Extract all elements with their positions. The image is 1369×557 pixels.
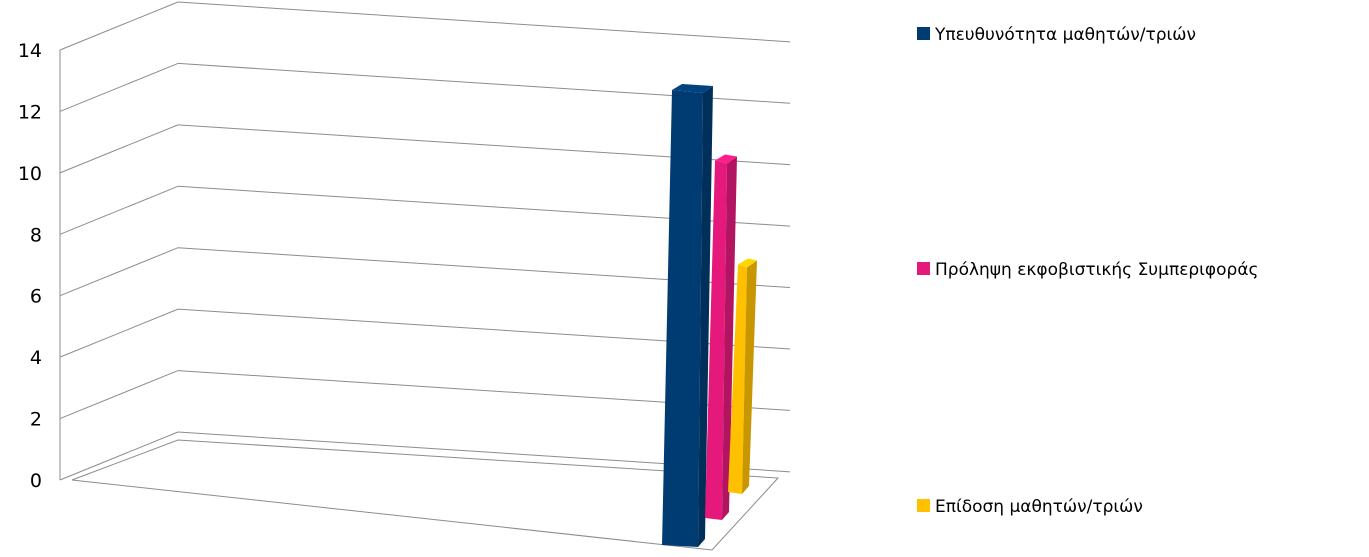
- legend-item: Υπευθυνότητα μαθητών/τριών: [917, 25, 1196, 45]
- bar-front: [662, 90, 703, 547]
- legend-swatch: [917, 262, 930, 275]
- bar-front: [705, 160, 727, 520]
- bar-top: [738, 258, 757, 268]
- bar-side: [698, 86, 713, 547]
- y-axis: 0 2 4 6 8 10 12 14: [18, 40, 61, 492]
- y-tick-label: 4: [30, 347, 42, 369]
- bar-front: [728, 264, 747, 494]
- gridline-depth: [59, 62, 179, 112]
- gridline-depth: [59, 124, 179, 174]
- y-tick-label: 8: [30, 224, 42, 246]
- legend-swatch: [917, 499, 930, 512]
- bar-3: [728, 258, 757, 494]
- gridline-depth: [59, 370, 179, 420]
- bar-side: [742, 260, 757, 494]
- gridline-depth: [59, 1, 179, 51]
- gridline-depth: [59, 247, 179, 297]
- gridline-depth: [59, 308, 179, 358]
- legend: Υπευθυνότητα μαθητών/τριών Πρόληψη εκφοβι…: [917, 25, 1259, 517]
- gridline: [177, 1, 791, 43]
- bars: [662, 84, 757, 547]
- bar-1: [662, 84, 713, 547]
- y-tick-label: 12: [18, 101, 42, 123]
- gridline-depth: [59, 431, 179, 481]
- bar-top: [715, 154, 737, 164]
- legend-label: Πρόληψη εκφοβιστικής Συμπεριφοράς: [935, 260, 1259, 280]
- bar-side: [722, 156, 737, 520]
- gridline-depth: [59, 185, 179, 235]
- floor: [71, 439, 780, 551]
- y-tick-label: 14: [18, 40, 42, 62]
- y-tick-label: 0: [30, 470, 42, 492]
- y-tick-label: 6: [30, 286, 42, 308]
- legend-label: Επίδοση μαθητών/τριών: [935, 497, 1143, 517]
- legend-item: Επίδοση μαθητών/τριών: [917, 497, 1143, 517]
- bar-top: [672, 84, 713, 93]
- legend-item: Πρόληψη εκφοβιστικής Συμπεριφοράς: [917, 260, 1259, 280]
- legend-swatch: [917, 27, 930, 40]
- y-tick-label: 2: [30, 409, 42, 431]
- y-tick-label: 10: [18, 163, 42, 185]
- bar-2: [705, 154, 737, 520]
- legend-label: Υπευθυνότητα μαθητών/τριών: [934, 25, 1196, 45]
